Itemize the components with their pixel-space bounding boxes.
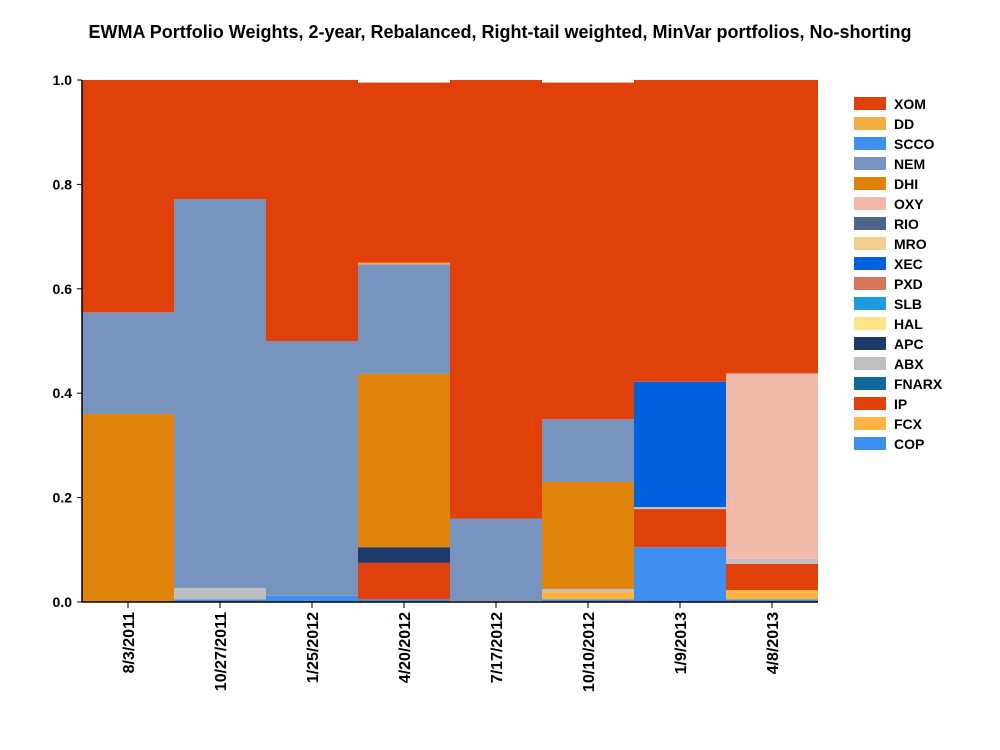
legend-swatch-oxy: [854, 197, 886, 210]
bar-segment-dhi-0: [82, 414, 174, 602]
bar-segment-nem-5: [542, 419, 634, 482]
legend-label-dhi: DHI: [894, 176, 918, 192]
legend-label-nem: NEM: [894, 156, 925, 172]
chart-title: EWMA Portfolio Weights, 2-year, Rebalanc…: [88, 22, 912, 42]
bar-segment-cop-7: [726, 599, 818, 602]
bar-segment-xec-6: [634, 381, 726, 507]
bar-segment-cop-6: [634, 547, 726, 602]
legend-label-hal: HAL: [894, 316, 923, 332]
x-tick-label-5: 10/10/2012: [581, 612, 598, 692]
legend-label-xec: XEC: [894, 256, 923, 272]
legend-swatch-fnarx: [854, 377, 886, 390]
legend-swatch-rio: [854, 217, 886, 230]
bar-segment-xom-5: [542, 82, 634, 420]
bar-segment-xom-0: [82, 80, 174, 313]
bar-segment-xom-4: [450, 80, 542, 519]
bar-segment-oxy-7: [726, 373, 818, 559]
x-tick-label-4: 7/17/2012: [489, 612, 506, 683]
legend-label-slb: SLB: [894, 296, 922, 312]
bar-segment-xom-6: [634, 80, 726, 382]
x-tick-label-2: 1/25/2012: [305, 612, 322, 683]
legend-label-mro: MRO: [894, 236, 927, 252]
y-tick-label-1: 0.2: [53, 490, 73, 506]
legend-label-oxy: OXY: [894, 196, 924, 212]
x-tick-label-3: 4/20/2012: [397, 612, 414, 683]
legend-label-cop: COP: [894, 436, 924, 452]
y-tick-label-0: 0.0: [53, 594, 73, 610]
bar-segment-apc-3: [358, 547, 450, 563]
legend-swatch-slb: [854, 297, 886, 310]
legend-label-abx: ABX: [894, 356, 924, 372]
bar-segment-cop-3: [358, 599, 450, 602]
legend-swatch-scco: [854, 137, 886, 150]
legend-swatch-hal: [854, 317, 886, 330]
y-tick-label-3: 0.6: [53, 281, 73, 297]
bar-segment-ip-3: [358, 562, 450, 600]
bar-segment-cop-1: [174, 599, 266, 602]
bar-segment-nem-3: [358, 264, 450, 374]
bar-segment-xom-1: [174, 80, 266, 200]
legend-label-fnarx: FNARX: [894, 376, 943, 392]
legend-label-pxd: PXD: [894, 276, 923, 292]
legend-swatch-dd: [854, 117, 886, 130]
y-tick-label-2: 0.4: [53, 385, 73, 401]
x-tick-label-6: 1/9/2013: [673, 612, 690, 674]
bar-segment-ip-7: [726, 563, 818, 590]
bar-segment-abx-5: [542, 588, 634, 592]
legend-label-dd: DD: [894, 116, 914, 132]
x-tick-label-1: 10/27/2011: [213, 612, 230, 691]
legend-swatch-xec: [854, 257, 886, 270]
bar-segment-xom-7: [726, 80, 818, 374]
legend-swatch-fcx: [854, 417, 886, 430]
bar-segment-xom-2: [266, 80, 358, 341]
legend-label-scco: SCCO: [894, 136, 935, 152]
bar-segment-abx-7: [726, 558, 818, 564]
legend-swatch-xom: [854, 97, 886, 110]
bar-segment-dd-3: [358, 262, 450, 265]
bar-segment-nem-4: [450, 518, 542, 601]
legend-label-apc: APC: [894, 336, 924, 352]
legend-swatch-abx: [854, 357, 886, 370]
legend-swatch-mro: [854, 237, 886, 250]
bar-segment-fcx-7: [726, 589, 818, 600]
y-tick-label-4: 0.8: [53, 176, 73, 192]
legend-swatch-ip: [854, 397, 886, 410]
bar-segment-nem-1: [174, 199, 266, 588]
bar-segment-dhi-5: [542, 481, 634, 589]
legend-label-rio: RIO: [894, 216, 919, 232]
bar-segment-cop-5: [542, 599, 634, 602]
legend-swatch-pxd: [854, 277, 886, 290]
bar-segment-ip-6: [634, 509, 726, 548]
bar-segment-nem-2: [266, 341, 358, 596]
legend-label-xom: XOM: [894, 96, 926, 112]
legend-label-ip: IP: [894, 396, 907, 412]
bar-segment-fcx-5: [542, 591, 634, 600]
bar-segment-nem-0: [82, 312, 174, 415]
legend-label-fcx: FCX: [894, 416, 923, 432]
bar-segment-cop-2: [266, 595, 358, 602]
legend-swatch-dhi: [854, 177, 886, 190]
legend-swatch-nem: [854, 157, 886, 170]
legend-swatch-cop: [854, 437, 886, 450]
bar-segment-abx-6: [634, 507, 726, 510]
x-tick-label-0: 8/3/2011: [121, 612, 138, 674]
bar-segment-abx-1: [174, 587, 266, 600]
legend-swatch-apc: [854, 337, 886, 350]
bar-segment-xom-3: [358, 82, 450, 263]
x-tick-label-7: 4/8/2013: [765, 612, 782, 674]
bar-segment-dhi-3: [358, 373, 450, 548]
y-tick-label-5: 1.0: [53, 72, 73, 88]
